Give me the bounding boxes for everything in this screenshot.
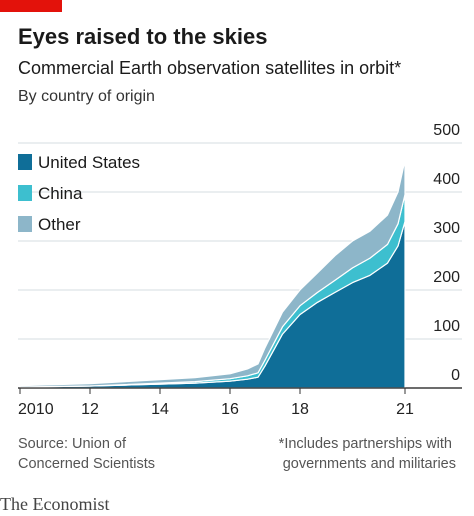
source: Source: Union of Concerned Scientists	[18, 436, 155, 472]
source-line: Concerned Scientists	[18, 456, 155, 472]
x-tick-label: 16	[221, 401, 239, 418]
legend-swatch	[18, 216, 32, 232]
y-tick-label: 400	[433, 171, 460, 188]
chart-title: Eyes raised to the skies	[18, 24, 267, 49]
x-tick-label: 21	[396, 401, 414, 418]
y-tick-label: 100	[433, 318, 460, 335]
y-tick-label: 0	[451, 367, 460, 384]
legend-swatch	[18, 154, 32, 170]
footnote: *Includes partnerships with governments …	[279, 436, 456, 472]
y-axis-label: By country of origin	[18, 88, 155, 105]
legend-label: United States	[38, 153, 140, 172]
x-tick-label: 14	[151, 401, 169, 418]
area	[19, 159, 406, 388]
y-tick-label: 500	[433, 122, 460, 139]
source-line: Source: Union of	[18, 436, 127, 452]
y-tick-label: 300	[433, 220, 460, 237]
legend-label: Other	[38, 215, 81, 234]
chart-subtitle: Commercial Earth observation satellites …	[18, 58, 401, 78]
x-tick-label: 18	[291, 401, 309, 418]
brand: The Economist	[0, 494, 109, 514]
x-tick-label: 2010	[18, 401, 54, 418]
legend-swatch	[18, 185, 32, 201]
y-tick-label: 200	[433, 269, 460, 286]
footnote-line: *Includes partnerships with	[279, 436, 452, 452]
x-tick-label: 12	[81, 401, 99, 418]
footnote-line: governments and militaries	[283, 456, 456, 472]
brand-bar	[0, 0, 62, 12]
legend-label: China	[38, 184, 83, 203]
